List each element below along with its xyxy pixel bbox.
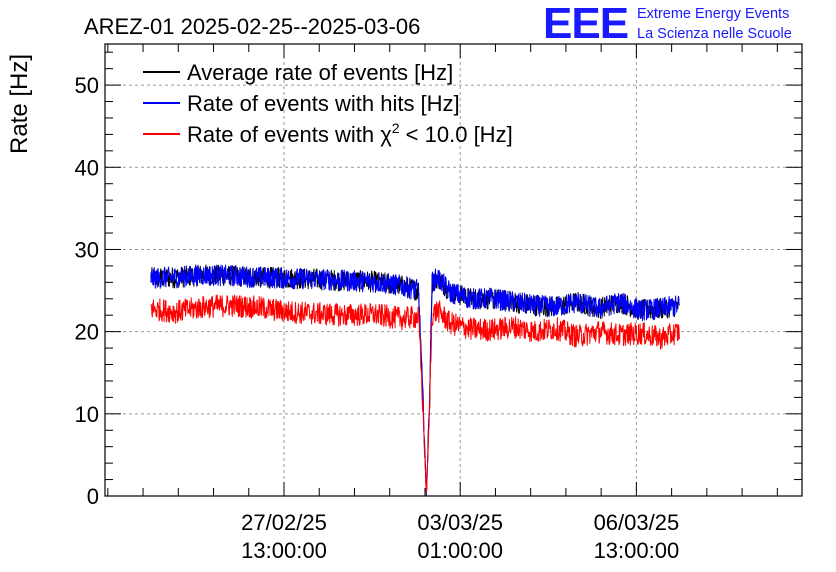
y-tick-label: 20 (75, 320, 99, 345)
grid-layer (105, 44, 802, 496)
legend-label-hits: Rate of events with hits [Hz] (187, 91, 460, 116)
logo-line-2: La Scienza nelle Scuole (637, 26, 792, 42)
eee-logo-mark: EEE (543, 0, 628, 48)
series-line-hits (150, 264, 680, 495)
y-tick-label: 30 (75, 237, 99, 262)
legend-chi2-superscript: 2 (392, 120, 400, 136)
axis-layer: 0 10 20 30 40 50 27/02/25 13:00:00 03/03/25 01:00… (75, 43, 803, 563)
legend-chi2-suffix: < 10.0 [Hz] (400, 122, 513, 147)
y-tick-label: 40 (75, 155, 99, 180)
x-tick-label-time: 13:00:00 (594, 538, 680, 563)
chart-title: AREZ-01 2025-02-25--2025-03-06 (84, 14, 420, 39)
legend-chi2-prefix: Rate of events with χ (187, 122, 392, 147)
series-line-chi2 (150, 294, 680, 494)
x-tick-label-date: 06/03/25 (594, 510, 680, 535)
series-layer (150, 264, 680, 497)
legend: Average rate of events [Hz] Rate of even… (143, 60, 513, 147)
legend-label-average: Average rate of events [Hz] (187, 60, 453, 85)
x-tick-label-time: 13:00:00 (241, 538, 327, 563)
logo-line-1: Extreme Energy Events (637, 6, 789, 22)
x-tick-label-time: 01:00:00 (417, 538, 503, 563)
y-axis-label: Rate [Hz] (6, 54, 33, 154)
eee-logo: EEE Extreme Energy Events La Scienza nel… (543, 0, 792, 48)
y-tick-label: 10 (75, 402, 99, 427)
y-tick-label: 50 (75, 73, 99, 98)
x-tick-label-date: 03/03/25 (417, 510, 503, 535)
legend-label-chi2: Rate of events with χ2 < 10.0 [Hz] (187, 120, 513, 147)
x-tick-label-date: 27/02/25 (241, 510, 327, 535)
y-tick-label: 0 (87, 484, 99, 509)
plot-frame (104, 43, 803, 497)
